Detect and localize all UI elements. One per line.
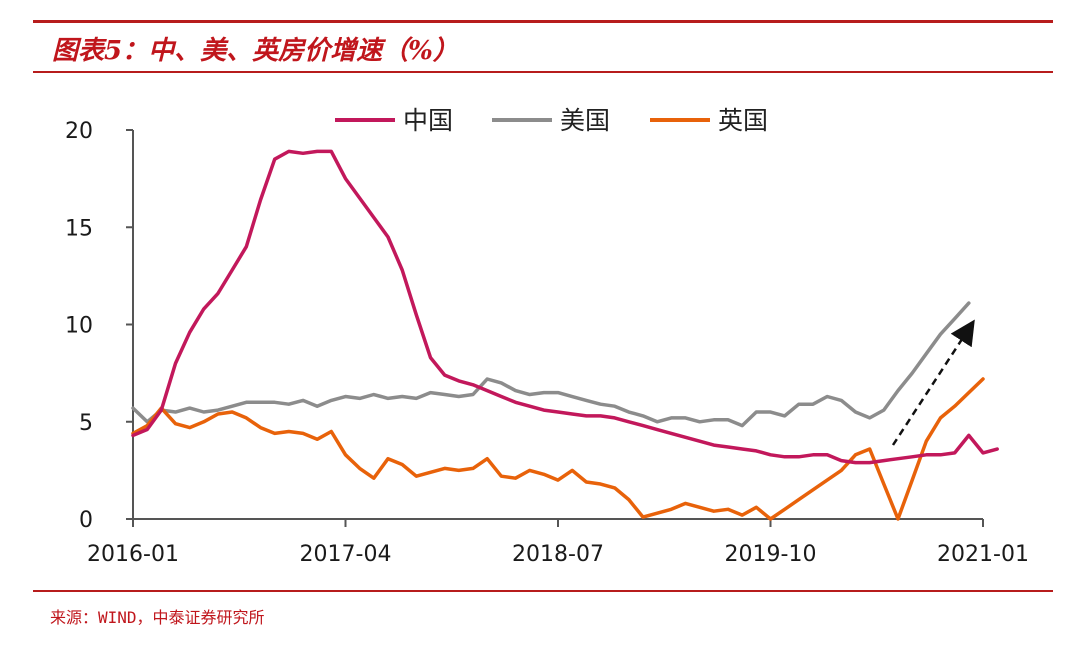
figure-title: 图表5：中、美、英房价增速（%）: [52, 36, 459, 66]
y-tick-label: 10: [65, 314, 93, 339]
legend-label: 中国: [403, 106, 453, 135]
x-tick-label: 2018-07: [512, 542, 604, 567]
legend-label: 英国: [718, 106, 768, 135]
series-line-2: [131, 377, 985, 521]
trend-arrow-annotation: [891, 319, 975, 446]
x-tick-label: 2016-01: [87, 542, 179, 567]
x-tick-label: 2017-04: [300, 542, 392, 567]
title-bottom-rule: [33, 71, 1053, 73]
legend-label: 美国: [560, 106, 610, 135]
y-tick-label: 5: [79, 411, 93, 436]
legend: 中国 美国 英国: [335, 106, 768, 135]
source-top-rule: [33, 590, 1053, 592]
series-line-1: [131, 301, 971, 428]
x-tick-label: 2019-10: [725, 542, 817, 567]
title-top-rule: [33, 20, 1053, 23]
series-line-0: [131, 149, 999, 465]
y-tick-label: 20: [65, 119, 93, 144]
y-tick-label: 15: [65, 216, 93, 241]
axes: 0 5 10 15 20 2016-01 2017-04 2018-07 2019-10 2021…: [65, 119, 1029, 567]
series-layer: [131, 149, 999, 521]
x-tick-label: 2021-01: [937, 542, 1029, 567]
y-tick-label: 0: [79, 508, 93, 533]
source-note: 来源：WIND，中泰证券研究所: [50, 608, 265, 627]
